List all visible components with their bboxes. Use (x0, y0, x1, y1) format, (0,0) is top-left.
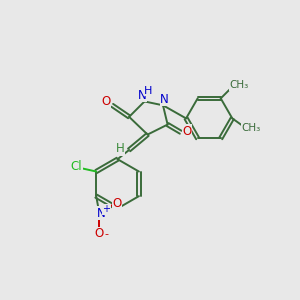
Text: N: N (138, 89, 147, 102)
Text: +: + (102, 204, 110, 214)
Text: O: O (94, 227, 103, 240)
Text: H: H (144, 86, 152, 96)
Text: O: O (101, 95, 111, 108)
Text: Cl: Cl (70, 160, 82, 172)
Text: O: O (182, 125, 191, 138)
Text: N: N (160, 93, 169, 106)
Text: H: H (116, 142, 124, 155)
Text: -: - (104, 229, 108, 239)
Text: O: O (112, 197, 122, 210)
Text: CH₃: CH₃ (230, 80, 249, 90)
Text: CH₃: CH₃ (241, 123, 260, 133)
Text: N: N (97, 207, 105, 220)
